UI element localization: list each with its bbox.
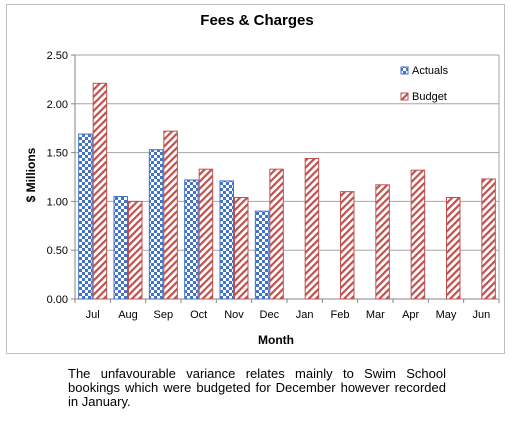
bar-actuals-aug [113, 196, 128, 300]
x-tick-label: Sep [154, 309, 174, 321]
bar-actuals-oct [184, 179, 199, 300]
x-tick-label: Jul [86, 309, 100, 321]
bar-budget-feb [340, 191, 355, 300]
y-axis-label: $ Millions [24, 147, 38, 202]
bar-actuals-sep [148, 149, 164, 300]
bar-budget-mar [375, 184, 390, 300]
bar-actuals-dec [254, 210, 270, 300]
x-tick-label: Jan [296, 309, 314, 321]
y-tick-label: 0.50 [47, 245, 68, 257]
bar-budget-oct [198, 168, 214, 300]
y-tick-label: 1.50 [47, 148, 68, 160]
legend-swatch-budget [400, 92, 409, 101]
caption: The unfavourable variance relates mainly… [68, 366, 446, 409]
legend-label-actuals: Actuals [412, 65, 449, 77]
x-tick-label: Nov [224, 309, 244, 321]
chart: Fees & Charges 0.00 0.50 1.00 1.50 2.00 2.50 J… [24, 12, 500, 347]
bar-budget-sep [163, 130, 178, 300]
x-tick-label: Dec [260, 309, 280, 321]
legend-swatch-actuals [400, 66, 409, 75]
bar-budget-apr [410, 169, 426, 300]
x-axis-label: Month [258, 333, 294, 347]
legend: Actuals Budget [400, 65, 449, 103]
x-tick-label: Aug [118, 309, 138, 321]
bar-budget-aug [128, 200, 143, 300]
bar-actuals-jul [78, 133, 93, 300]
bar-budget-nov [234, 196, 249, 300]
bar-budget-jul [92, 82, 108, 300]
x-tick-label: May [436, 309, 457, 321]
x-tick-label: Mar [366, 309, 385, 321]
y-tick-label: 2.00 [47, 99, 68, 111]
chart-title: Fees & Charges [200, 12, 313, 29]
bar-budget-dec [269, 168, 284, 300]
legend-label-budget: Budget [412, 91, 447, 103]
x-tick-label: Oct [190, 309, 207, 321]
bar-actuals-nov [219, 180, 234, 300]
x-tick-label: Apr [402, 309, 419, 321]
chart-frame: Fees & Charges 0.00 0.50 1.00 1.50 2.00 2.50 J… [6, 4, 505, 354]
x-tick-label: Jun [472, 309, 490, 321]
y-tick-label: 2.50 [47, 50, 68, 62]
bar-budget-jun [481, 178, 496, 300]
y-tick-label: 1.00 [47, 196, 68, 208]
bar-budget-may [446, 196, 461, 300]
x-tick-label: Feb [331, 309, 350, 321]
y-tick-label: 0.00 [47, 294, 68, 306]
bar-budget-jan [304, 157, 320, 300]
